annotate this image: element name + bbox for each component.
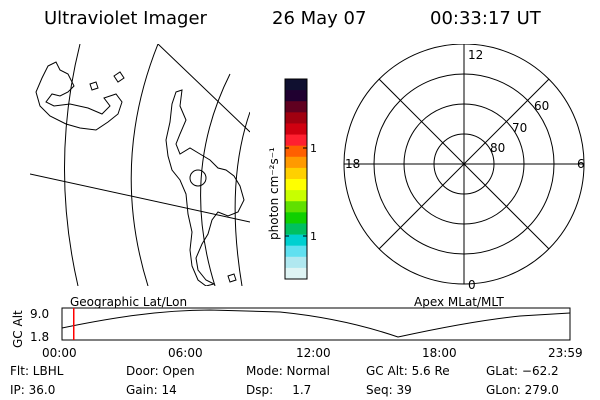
color-bar-cell [285,79,307,91]
glon-value: GLon: 279.0 [486,383,559,397]
polar-diagonal-2 [378,78,550,250]
color-bar-cell [285,256,307,269]
mode-value: Mode: Normal [246,364,330,378]
mlt-label-12: 12 [468,48,483,62]
mlat-label-60: 60 [534,99,549,113]
mlat-label-80: 80 [490,141,505,155]
coastline-north [35,61,123,131]
lon-line-2 [157,44,250,133]
alt-plot-frame [61,307,571,341]
mlt-label-0: 0 [468,278,476,292]
gc-alt-value: GC Alt: 5.6 Re [366,364,450,378]
color-bar-cell [285,101,307,113]
alt-xtick: 18:00 [422,346,457,360]
geographic-label: Geographic Lat/Lon [70,295,188,309]
alt-xtick: 12:00 [296,346,331,360]
alt-xtick: 06:00 [168,346,203,360]
lat-arc-3 [200,73,231,286]
island-3 [227,273,237,283]
instrument-title: Ultraviolet Imager [44,8,207,29]
color-bar-frame [284,78,308,280]
color-bar-cell [285,112,307,124]
color-bar-cell [285,190,307,202]
color-bar-cell [285,156,307,169]
color-bar-tick-label: 100 [310,142,316,155]
color-bar-unit-label: photon cm⁻²s⁻¹ [267,147,281,240]
color-bar-cell [285,223,307,236]
mlat-label-70: 70 [512,121,527,135]
alt-ylabel: GC Alt [11,310,25,348]
dsp-value: Dsp: 1.7 [246,383,312,397]
geographic-map [30,44,250,286]
mlt-label-6: 6 [577,157,585,171]
gain-value: Gain: 14 [126,383,177,397]
lat-arc-1 [64,44,81,286]
color-bar-cell [285,90,307,102]
color-bar-cell [285,145,307,158]
alt-ytick: 9.0 [30,307,49,321]
color-bar-cell [285,167,307,180]
color-bar-cell [285,267,307,280]
color-bar-cell [285,234,307,247]
color-bar: 100 10 photon cm⁻²s⁻¹ [267,78,316,280]
glat-value: GLat: −62.2 [486,364,559,378]
lat-arc-2 [130,44,159,286]
ip-value: IP: 36.0 [10,383,56,397]
coastline-south [165,89,245,286]
mlt-label-18: 18 [345,157,360,171]
time-label: 00:33:17 UT [430,8,541,29]
lon-line-1 [30,173,250,223]
alt-curve [61,309,571,338]
island-1 [113,71,125,83]
island-2 [89,81,99,91]
filter-value: Flt: LBHL [10,364,64,378]
color-bar-tick-label: 10 [310,230,316,243]
color-bar-cell [285,201,307,213]
alt-ytick: 1.8 [30,330,49,344]
color-bar-cell [285,212,307,224]
alt-xtick: 00:00 [42,346,77,360]
seq-value: Seq: 39 [366,383,412,397]
door-value: Door: Open [126,364,195,378]
color-bar-cell [285,245,307,258]
apex-label: Apex MLat/MLT [414,295,504,309]
lat-arc-4 [234,111,250,286]
map-feature-ring [189,169,207,187]
color-bar-cell [285,179,307,191]
color-bar-cell [285,123,307,136]
date-label: 26 May 07 [272,8,367,29]
polar-mlat-mlt-plot: 12 0 18 6 60 70 80 [343,44,585,292]
alt-xtick: 23:59 [548,346,583,360]
altitude-timeline: GC Alt 9.0 1.8 00:00 06:00 12:00 18:00 2… [11,307,583,360]
color-bar-cell [285,134,307,147]
